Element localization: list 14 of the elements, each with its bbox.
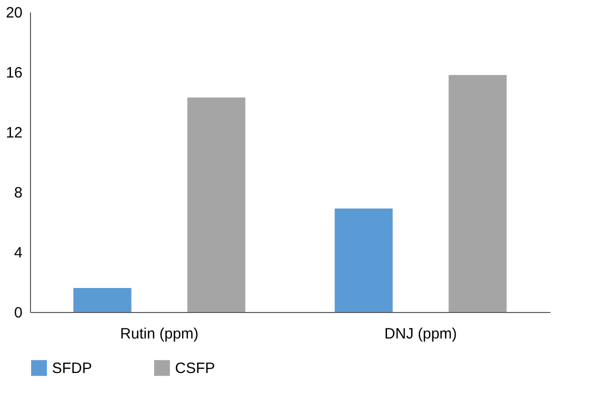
y-tick-label: 0 — [14, 304, 22, 322]
legend-label: SFDP — [52, 360, 92, 377]
bar — [334, 208, 393, 312]
y-tick-label: 16 — [6, 64, 22, 82]
y-tick-label: 4 — [14, 244, 22, 262]
bar — [73, 288, 132, 312]
x-tick-label: Rutin (ppm) — [120, 326, 199, 342]
y-tick-label: 8 — [14, 184, 22, 202]
legend-label: CSFP — [175, 360, 216, 377]
bar — [448, 75, 507, 312]
x-tick-label: DNJ (ppm) — [384, 326, 457, 342]
y-tick-label: 12 — [6, 124, 22, 142]
y-tick-label: 20 — [6, 4, 22, 22]
bar — [187, 98, 246, 312]
